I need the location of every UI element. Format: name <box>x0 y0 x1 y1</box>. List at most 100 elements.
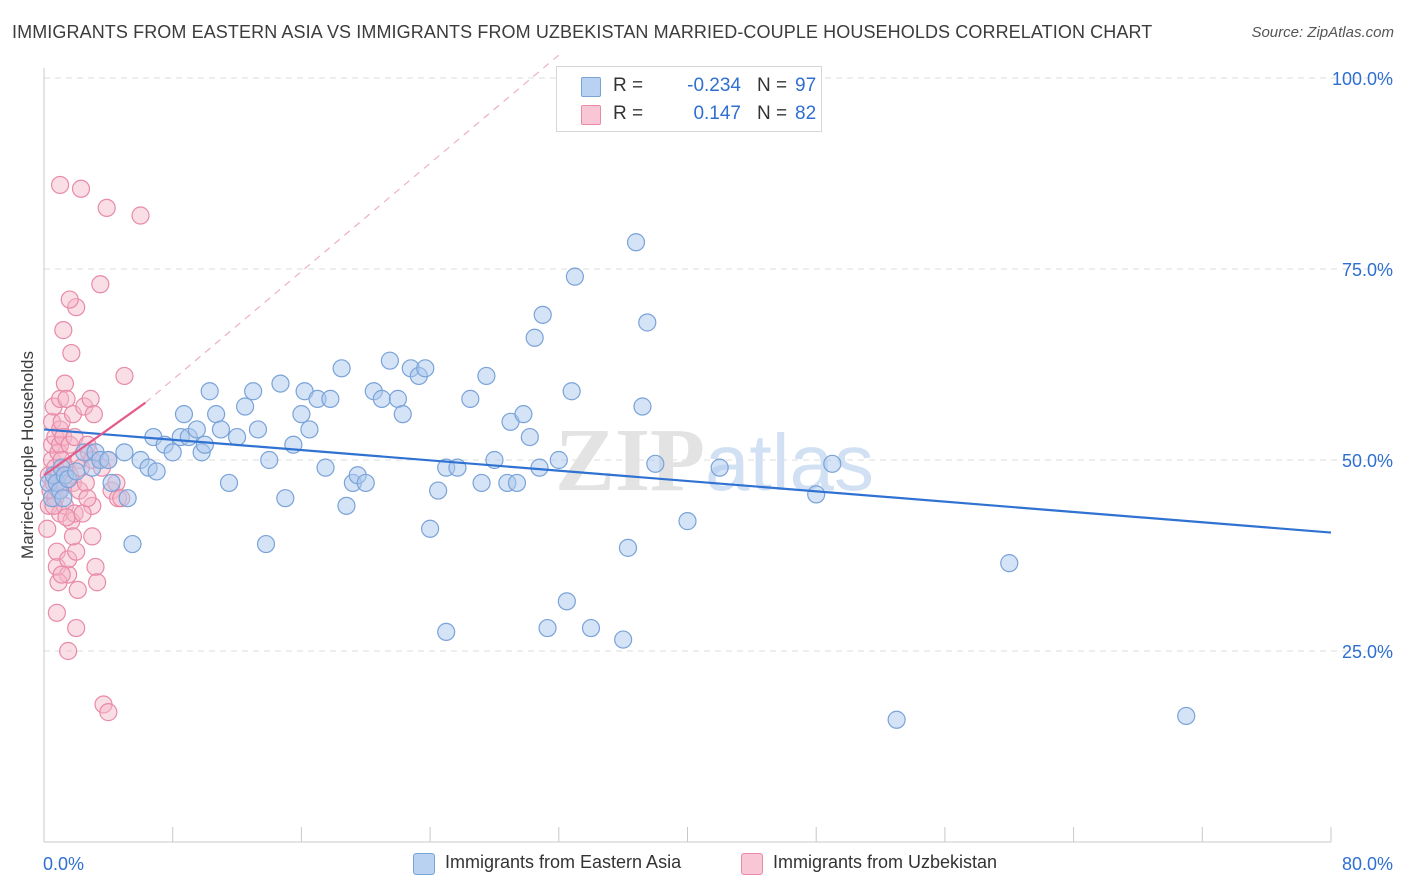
data-point-uzbekistan <box>57 389 76 408</box>
data-point-eastern-asia <box>557 592 576 611</box>
data-point-eastern-asia <box>678 512 697 531</box>
data-point-eastern-asia <box>321 389 340 408</box>
data-point-eastern-asia <box>437 622 456 642</box>
data-point-eastern-asia <box>618 538 638 557</box>
data-point-eastern-asia <box>219 473 239 493</box>
data-point-eastern-asia <box>256 534 276 554</box>
data-point-eastern-asia <box>472 473 491 493</box>
data-point-uzbekistan <box>97 198 116 217</box>
data-point-eastern-asia <box>538 618 557 638</box>
data-point-eastern-asia <box>54 489 73 508</box>
y-tick-label: 75.0% <box>1342 260 1393 280</box>
data-point-eastern-asia <box>227 427 247 447</box>
data-point-uzbekistan <box>91 275 110 294</box>
data-point-uzbekistan <box>60 290 79 309</box>
data-point-eastern-asia <box>147 462 166 481</box>
data-point-eastern-asia <box>244 382 263 401</box>
x-tick-label-min: 0.0% <box>43 854 84 874</box>
bottom-legend-label: Immigrants from Uzbekistan <box>773 852 998 872</box>
data-point-eastern-asia <box>533 305 552 324</box>
data-point-eastern-asia <box>461 389 480 408</box>
data-point-eastern-asia <box>520 427 539 447</box>
data-point-uzbekistan <box>54 321 73 340</box>
data-point-eastern-asia <box>1000 554 1019 573</box>
watermark: ZIP atlas <box>555 411 874 510</box>
data-point-eastern-asia <box>429 481 448 500</box>
data-point-eastern-asia <box>115 443 134 462</box>
data-point-uzbekistan <box>131 206 150 225</box>
data-point-eastern-asia <box>646 454 665 473</box>
legend-n-label: N = <box>757 75 788 96</box>
data-point-eastern-asia <box>507 473 527 493</box>
bottom-legend-label: Immigrants from Eastern Asia <box>445 852 682 872</box>
legend-n-label: N = <box>757 103 788 124</box>
legend-r-value: 0.147 <box>693 103 741 124</box>
legend-swatch-blue <box>581 77 601 97</box>
data-point-eastern-asia <box>292 405 311 424</box>
data-point-uzbekistan <box>73 504 92 523</box>
watermark-zip: ZIP <box>555 411 705 510</box>
trend-line-uzbekistan <box>43 401 146 477</box>
data-point-eastern-asia <box>195 435 214 454</box>
data-point-uzbekistan <box>67 298 86 317</box>
data-point-eastern-asia <box>633 397 652 416</box>
data-point-eastern-asia <box>514 405 533 424</box>
trend-extension-uzbekistan <box>144 54 560 404</box>
data-point-eastern-asia <box>276 489 295 508</box>
data-point-eastern-asia <box>337 496 356 515</box>
source-label: Source: ZipAtlas.com <box>1251 24 1394 41</box>
data-point-eastern-asia <box>525 328 544 347</box>
data-point-eastern-asia <box>200 382 219 401</box>
x-tick-label-max: 80.0% <box>1342 854 1393 874</box>
data-point-uzbekistan <box>67 542 86 561</box>
data-point-eastern-asia <box>887 710 906 729</box>
data-point-uzbekistan <box>83 527 102 546</box>
data-point-eastern-asia <box>477 366 496 386</box>
trend-line-eastern-asia <box>43 428 1332 534</box>
data-point-uzbekistan <box>81 389 100 408</box>
data-point-eastern-asia <box>123 534 142 554</box>
data-point-uzbekistan <box>78 489 97 508</box>
data-point-eastern-asia <box>421 519 440 538</box>
data-point-uzbekistan <box>38 519 57 538</box>
data-point-eastern-asia <box>102 473 121 493</box>
bottom-legend-swatch-pink <box>741 853 763 875</box>
y-tick-label: 50.0% <box>1342 451 1393 471</box>
data-point-eastern-asia <box>356 473 375 493</box>
data-point-uzbekistan <box>50 175 70 195</box>
data-point-uzbekistan <box>71 179 91 198</box>
data-point-eastern-asia <box>565 267 584 286</box>
data-point-uzbekistan <box>55 374 75 393</box>
data-point-eastern-asia <box>581 618 601 638</box>
data-point-eastern-asia <box>235 397 255 416</box>
data-point-eastern-asia <box>416 359 435 378</box>
data-point-eastern-asia <box>388 389 408 408</box>
legend-r-label: R = <box>613 75 644 96</box>
data-point-eastern-asia <box>316 458 335 477</box>
data-point-eastern-asia <box>67 462 86 481</box>
gridlines <box>44 77 1394 652</box>
legend-n-value: 97 <box>795 75 817 96</box>
data-point-uzbekistan <box>47 603 66 622</box>
data-point-eastern-asia <box>99 450 118 470</box>
data-point-eastern-asia <box>300 420 319 439</box>
data-point-eastern-asia <box>118 489 137 508</box>
tick-labels: 25.0% 50.0% 75.0% 100.0% 0.0% 80.0% <box>43 69 1393 874</box>
data-point-uzbekistan <box>59 641 78 661</box>
legend-r-value: -0.234 <box>687 75 741 96</box>
data-point-eastern-asia <box>710 458 729 477</box>
data-point-uzbekistan <box>62 343 81 363</box>
data-point-eastern-asia <box>562 382 581 401</box>
data-point-eastern-asia <box>823 454 842 473</box>
data-point-eastern-asia <box>372 389 391 408</box>
data-point-eastern-asia <box>638 313 657 332</box>
data-point-eastern-asia <box>271 374 290 393</box>
data-point-uzbekistan <box>86 557 105 577</box>
data-point-eastern-asia <box>260 450 279 470</box>
trend-lines <box>43 54 1332 534</box>
chart-title: IMMIGRANTS FROM EASTERN ASIA VS IMMIGRAN… <box>12 22 1153 42</box>
data-point-eastern-asia <box>380 351 399 370</box>
correlation-legend: R = -0.234 N = 97 R = 0.147 N = 82 <box>556 66 822 132</box>
y-tick-label: 25.0% <box>1342 642 1393 662</box>
